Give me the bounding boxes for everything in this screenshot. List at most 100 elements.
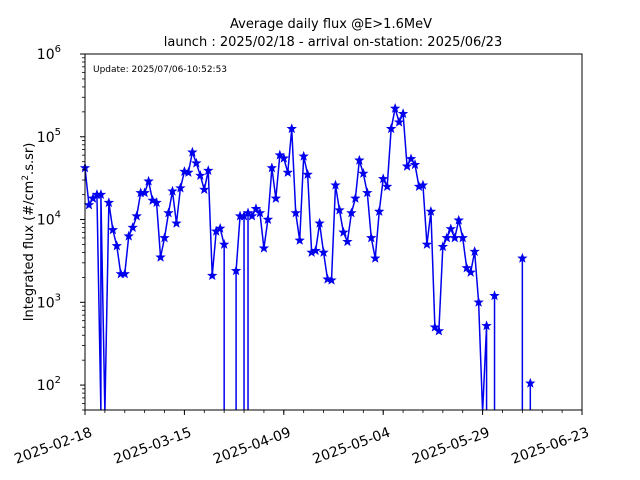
data-point bbox=[338, 226, 349, 237]
data-point bbox=[354, 154, 365, 165]
data-point bbox=[203, 165, 214, 176]
data-point bbox=[417, 179, 429, 190]
x-tick-label: 2025-04-09 bbox=[211, 425, 293, 468]
data-point bbox=[350, 192, 361, 203]
data-point bbox=[191, 157, 202, 168]
data-point bbox=[429, 321, 441, 332]
data-point bbox=[397, 108, 409, 119]
data-point bbox=[425, 206, 437, 216]
data-point bbox=[250, 203, 262, 214]
data-point bbox=[286, 123, 297, 134]
series-layer bbox=[79, 102, 536, 410]
data-point bbox=[326, 274, 337, 285]
data-point bbox=[278, 152, 289, 163]
data-point bbox=[310, 245, 321, 256]
data-point bbox=[258, 242, 270, 253]
y-tick-label: 105 bbox=[37, 127, 61, 146]
data-point bbox=[421, 239, 433, 249]
y-tick-exponent: 5 bbox=[55, 127, 61, 138]
y-tick-exponent: 3 bbox=[55, 292, 61, 303]
data-point bbox=[465, 266, 476, 277]
data-point bbox=[167, 185, 178, 196]
y-axis-label-main: Integrated flux (#/cm bbox=[22, 181, 37, 322]
y-tick-exponent: 2 bbox=[55, 375, 61, 386]
data-point bbox=[195, 170, 206, 180]
chart-subtitle: launch : 2025/02/18 - arrival on-station… bbox=[164, 35, 502, 50]
data-point bbox=[298, 150, 309, 161]
data-point bbox=[123, 230, 134, 241]
data-point bbox=[183, 167, 194, 177]
data-point bbox=[401, 160, 413, 171]
data-point bbox=[294, 234, 305, 245]
data-point bbox=[155, 251, 166, 262]
data-point bbox=[187, 146, 198, 157]
x-tick-label: 2025-05-29 bbox=[410, 425, 492, 468]
data-point bbox=[433, 325, 445, 336]
data-point bbox=[139, 187, 150, 198]
data-point bbox=[218, 239, 230, 249]
data-point bbox=[262, 214, 274, 224]
data-point bbox=[83, 199, 95, 210]
plot-area bbox=[79, 53, 583, 411]
data-point bbox=[302, 169, 313, 179]
data-point bbox=[254, 207, 266, 218]
data-point bbox=[131, 210, 142, 221]
data-point bbox=[230, 265, 242, 276]
data-point bbox=[366, 232, 377, 243]
data-point bbox=[381, 181, 393, 192]
y-tick-base: 10 bbox=[37, 295, 55, 311]
data-point bbox=[445, 223, 456, 234]
y-tick-base: 10 bbox=[37, 378, 55, 394]
data-point bbox=[147, 195, 158, 205]
data-point bbox=[159, 232, 170, 243]
data-point bbox=[270, 192, 282, 203]
y-axis-label: Integrated flux (#/cm2.s.sr) bbox=[21, 143, 37, 322]
data-point bbox=[175, 182, 186, 193]
data-point bbox=[330, 179, 341, 190]
data-point bbox=[378, 173, 389, 184]
data-point bbox=[163, 207, 174, 218]
data-point bbox=[266, 162, 278, 173]
x-tick-label: 2025-03-15 bbox=[112, 425, 194, 468]
x-tick-label: 2025-05-04 bbox=[311, 425, 393, 468]
data-point bbox=[214, 223, 226, 233]
data-point bbox=[346, 207, 357, 218]
data-point bbox=[370, 252, 381, 263]
data-point bbox=[314, 217, 325, 228]
data-point bbox=[453, 214, 464, 225]
data-point bbox=[437, 241, 449, 252]
data-point bbox=[525, 377, 536, 388]
data-point bbox=[107, 224, 119, 235]
data-point bbox=[457, 232, 468, 243]
data-point bbox=[199, 184, 210, 195]
data-point bbox=[473, 296, 484, 307]
data-point bbox=[290, 207, 301, 218]
data-point bbox=[461, 262, 472, 273]
data-point bbox=[409, 159, 421, 170]
data-point bbox=[282, 167, 293, 177]
y-tick-exponent: 4 bbox=[55, 210, 61, 221]
data-point bbox=[389, 102, 401, 113]
x-axis: 2025-02-18 2025-03-15 2025-04-09 2025-05-04… bbox=[12, 410, 591, 468]
data-point bbox=[127, 222, 138, 232]
chart-title: Average daily flux @E>1.6MeV bbox=[230, 17, 432, 32]
y-axis-label-tail: .s.sr) bbox=[22, 143, 37, 175]
data-point bbox=[103, 197, 115, 208]
y-tick-exponent: 6 bbox=[55, 44, 61, 55]
y-tick-label: 103 bbox=[37, 292, 61, 311]
data-point bbox=[517, 252, 528, 263]
x-tick-label: 2025-02-18 bbox=[12, 425, 94, 468]
data-point bbox=[374, 206, 385, 216]
data-point bbox=[405, 153, 417, 164]
y-tick-label: 102 bbox=[37, 375, 61, 394]
y-tick-label: 106 bbox=[37, 44, 61, 63]
y-axis-label-superscript: 2 bbox=[21, 175, 31, 181]
data-point bbox=[393, 116, 405, 127]
data-point bbox=[469, 246, 480, 257]
y-tick-base: 10 bbox=[37, 213, 55, 229]
update-annotation: Update: 2025/07/06-10:52:53 bbox=[93, 65, 227, 75]
data-point bbox=[362, 187, 373, 198]
data-point bbox=[143, 175, 154, 186]
